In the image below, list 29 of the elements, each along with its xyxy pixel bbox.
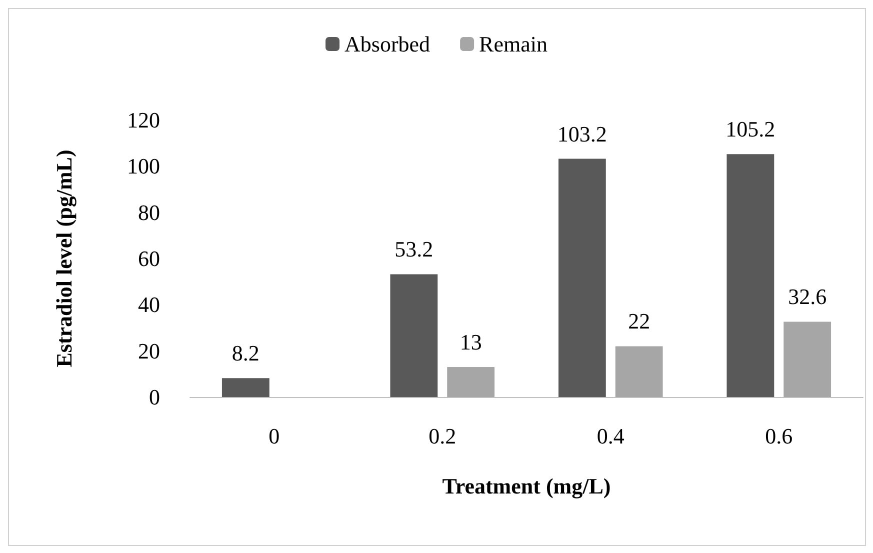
x-axis-title: Treatment (mg/L) <box>442 474 611 498</box>
legend-label: Remain <box>479 32 548 56</box>
bar <box>615 346 663 397</box>
bar <box>222 378 270 397</box>
data-label: 53.2 <box>394 236 434 262</box>
bar <box>784 322 832 397</box>
y-tick-label: 80 <box>138 200 160 225</box>
data-label: 32.6 <box>788 284 827 310</box>
x-tick-label: 0.2 <box>428 424 456 448</box>
data-label: 13 <box>460 329 482 354</box>
y-tick-label: 20 <box>138 338 160 364</box>
y-tick-label: 60 <box>138 246 160 271</box>
y-tick-label: 100 <box>127 154 160 179</box>
y-tick-label: 120 <box>127 108 160 132</box>
x-tick-label: 0.6 <box>765 424 793 448</box>
legend-label: Absorbed <box>344 32 430 56</box>
data-label: 103.2 <box>557 121 607 146</box>
bar <box>726 154 774 397</box>
data-label: 22 <box>628 308 650 334</box>
bar <box>558 158 606 397</box>
data-label: 105.2 <box>726 116 776 142</box>
y-axis-title: Estradiol level (pg/mL) <box>52 150 76 368</box>
x-tick-label: 0 <box>268 424 280 448</box>
bar <box>390 274 438 397</box>
x-tick-label: 0.4 <box>596 424 624 448</box>
y-tick-label: 0 <box>149 384 160 410</box>
bar <box>447 366 495 397</box>
y-tick-label: 40 <box>138 292 160 318</box>
data-label: 8.2 <box>232 340 260 366</box>
